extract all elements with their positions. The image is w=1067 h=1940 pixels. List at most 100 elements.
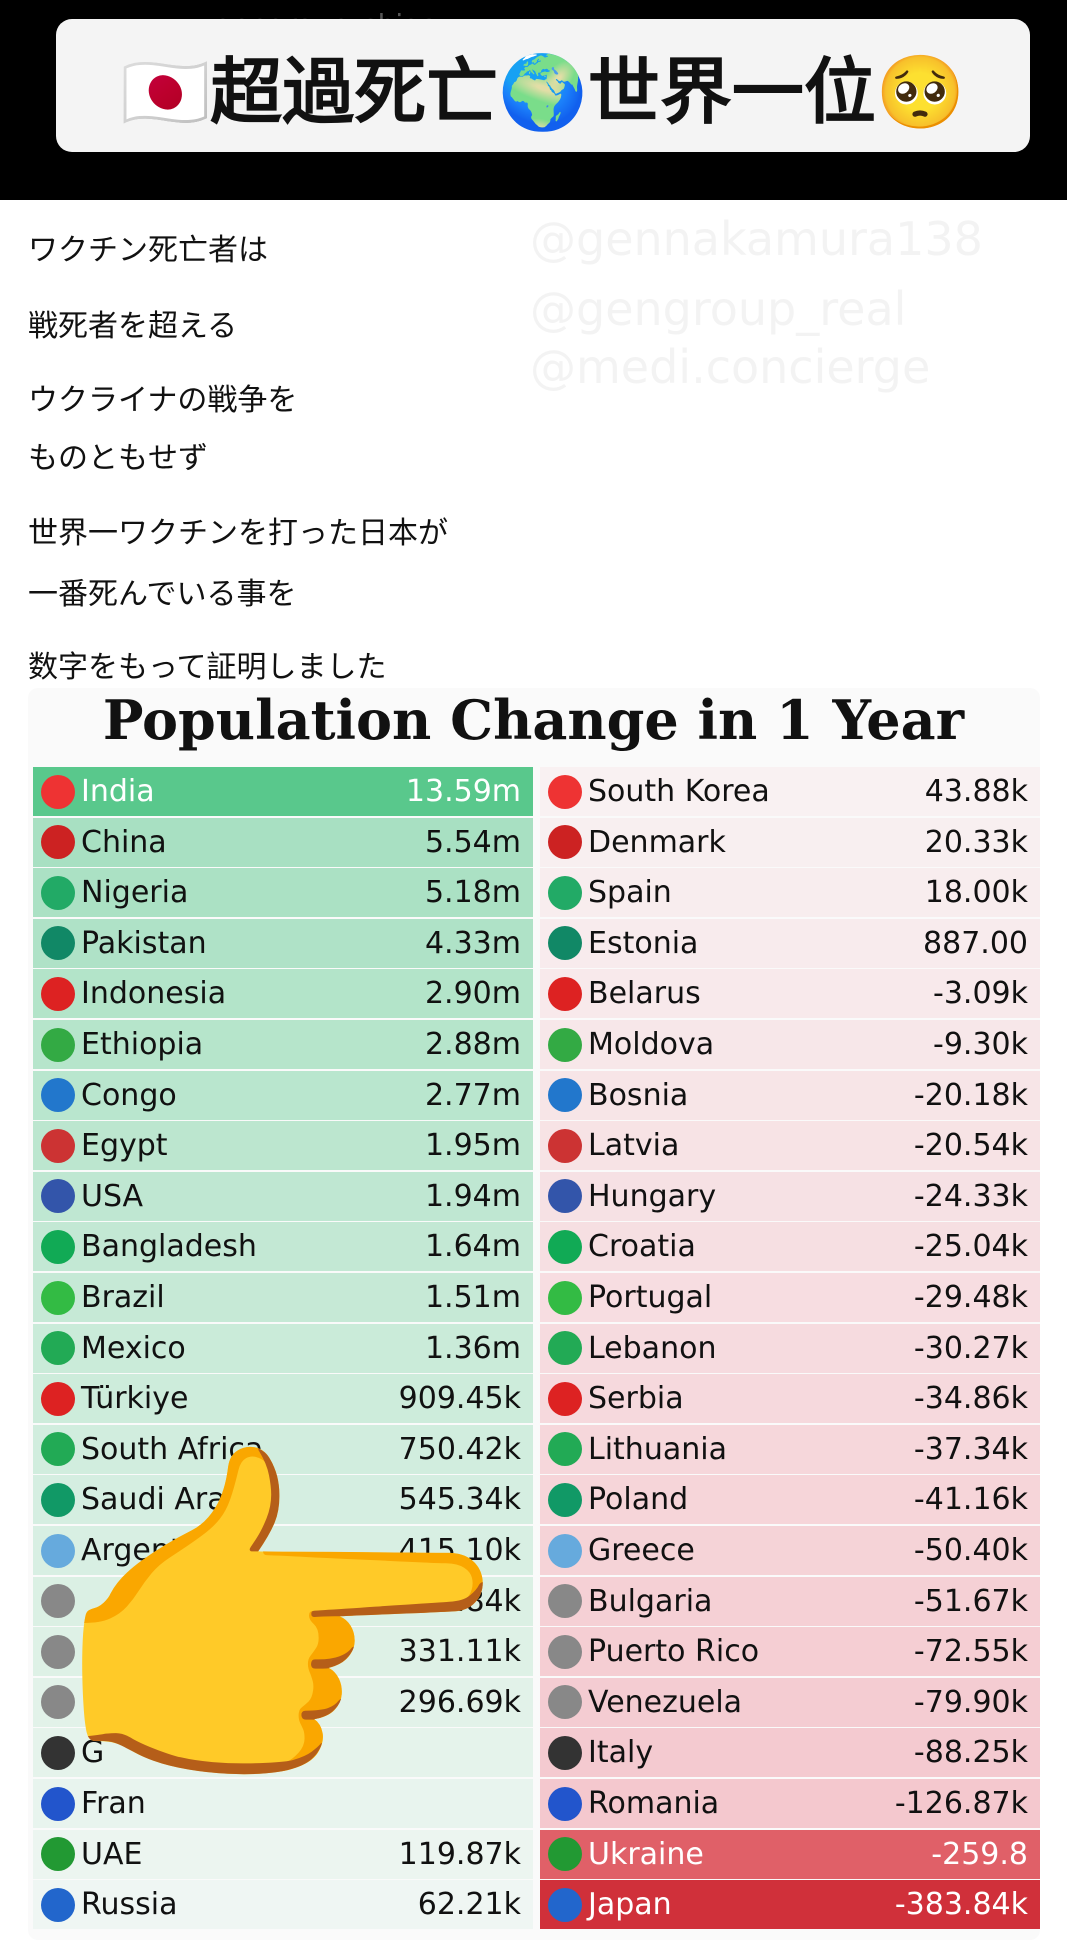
population-change: 18.00k [924, 875, 1028, 911]
story-header: gengroup_shiga 🇯🇵超過死亡🌍世界一位🥺 [0, 0, 1067, 200]
table-row: China 5.54m [33, 817, 533, 867]
country-name: Belarus [588, 976, 701, 1012]
flag-icon [41, 1533, 75, 1568]
table-row: Russia 62.21k [33, 1880, 533, 1930]
flag-icon [548, 1634, 582, 1669]
flag-icon [548, 875, 582, 910]
population-change: -20.54k [913, 1128, 1028, 1164]
flag-icon [548, 1078, 582, 1113]
table-row: Pakistan 4.33m [33, 918, 533, 968]
table-row: Bosnia -20.18k [540, 1070, 1040, 1120]
population-change: 331.11k [398, 1634, 521, 1670]
population-change: -72.55k [913, 1634, 1028, 1670]
population-change: -3.09k [933, 976, 1028, 1012]
flag-icon [41, 926, 75, 961]
table-row: Denmark 20.33k [540, 817, 1040, 867]
table-row: Ethiopia 2.88m [33, 1020, 533, 1069]
flag-icon [548, 1280, 582, 1315]
population-change: -259.8 [931, 1836, 1028, 1872]
population-change: -20.18k [913, 1077, 1028, 1113]
country-name: Croatia [588, 1229, 696, 1265]
flag-icon [548, 1887, 582, 1922]
table-row: Venezuela -79.90k [540, 1677, 1040, 1727]
flag-icon [41, 1735, 75, 1770]
country-name: UAE [81, 1836, 143, 1872]
flag-icon [41, 1027, 75, 1062]
table-row: South Africa 750.42k [33, 1424, 533, 1474]
table-row: Saudi Arabia 545.34k [33, 1475, 533, 1525]
population-change: -88.25k [913, 1735, 1028, 1771]
country-name: Hungary [588, 1178, 717, 1214]
population-change: 1.64m [424, 1229, 521, 1265]
flag-icon [548, 1533, 582, 1568]
flag-icon [41, 774, 75, 809]
table-row: 331.11k [33, 1627, 533, 1677]
flag-icon [548, 1331, 582, 1366]
flag-icon [41, 875, 75, 910]
country-name: Denmark [588, 824, 726, 860]
table-row: Portugal -29.48k [540, 1273, 1040, 1322]
country-name: Russia [81, 1887, 178, 1923]
table-row: Bulgaria -51.67k [540, 1576, 1040, 1626]
country-name: Bulgaria [588, 1583, 713, 1619]
table-title: Population Change in 1 Year [102, 688, 965, 752]
flag-icon [548, 774, 582, 809]
population-change: 296.69k [398, 1684, 521, 1720]
population-change: -126.87k [894, 1786, 1028, 1821]
table-card [28, 688, 1040, 1940]
country-name: Moldova [588, 1027, 715, 1062]
table-row: Mexico 1.36m [33, 1323, 533, 1373]
flag-icon [41, 976, 75, 1011]
country-name: South Korea [588, 774, 770, 809]
body-line: ウクライナの戦争を [28, 383, 298, 418]
body-line: 一番死んでいる事を [28, 577, 297, 612]
flag-icon [548, 1685, 582, 1720]
table-row: Belarus -3.09k [540, 969, 1040, 1019]
table-row: Congo 2.77m [33, 1070, 533, 1120]
table-row: Hungary -24.33k [540, 1171, 1040, 1221]
population-change: -9.30k [933, 1027, 1028, 1062]
country-name: China [81, 824, 167, 860]
table-row: Nigeria 5.18m [33, 868, 533, 918]
country-name: G [81, 1735, 105, 1771]
body-line: 数字をもって証明しました [28, 650, 387, 685]
country-name: Venezuela [588, 1684, 743, 1720]
population-change: -37.34k [913, 1431, 1028, 1467]
flag-icon [41, 1179, 75, 1214]
flag-icon [41, 1128, 75, 1163]
table-row: UAE 119.87k [33, 1829, 533, 1879]
country-name: Bosnia [588, 1077, 689, 1113]
flag-icon [41, 1837, 75, 1872]
flag-icon [41, 1887, 75, 1922]
population-change: -29.48k [913, 1280, 1028, 1315]
flag-icon [548, 1482, 582, 1517]
flag-icon [548, 1179, 582, 1214]
table-row: Türkiye 909.45k [33, 1374, 533, 1424]
population-change: 2.90m [424, 976, 521, 1012]
table-row: Argentina 415.10k [33, 1526, 533, 1575]
country-name: Italy [588, 1735, 654, 1771]
flag-icon [548, 1584, 582, 1619]
population-change: -50.40k [913, 1533, 1028, 1568]
flag-icon [41, 1078, 75, 1113]
flag-icon [41, 1584, 75, 1619]
watermark: @gennakamura138 [530, 212, 983, 266]
table-row: Bangladesh 1.64m [33, 1222, 533, 1272]
table-row: Spain 18.00k [540, 868, 1040, 918]
table-row: Poland -41.16k [540, 1475, 1040, 1525]
country-name: Latvia [588, 1128, 680, 1164]
table-row: India 13.59m [33, 767, 533, 816]
country-name: Spain [588, 875, 672, 911]
country-name: Pakistan [81, 925, 207, 961]
country-name: Nigeria [81, 875, 189, 911]
population-change: -79.90k [913, 1684, 1028, 1720]
country-name: Japan [588, 1887, 672, 1923]
population-change: 20.33k [924, 824, 1028, 860]
country-name: India [81, 774, 155, 809]
population-change: 887.00 [923, 925, 1028, 961]
flag-icon [548, 926, 582, 961]
table-row: Romania -126.87k [540, 1779, 1040, 1828]
population-change: 545.34k [398, 1482, 521, 1518]
flag-icon [548, 1432, 582, 1467]
